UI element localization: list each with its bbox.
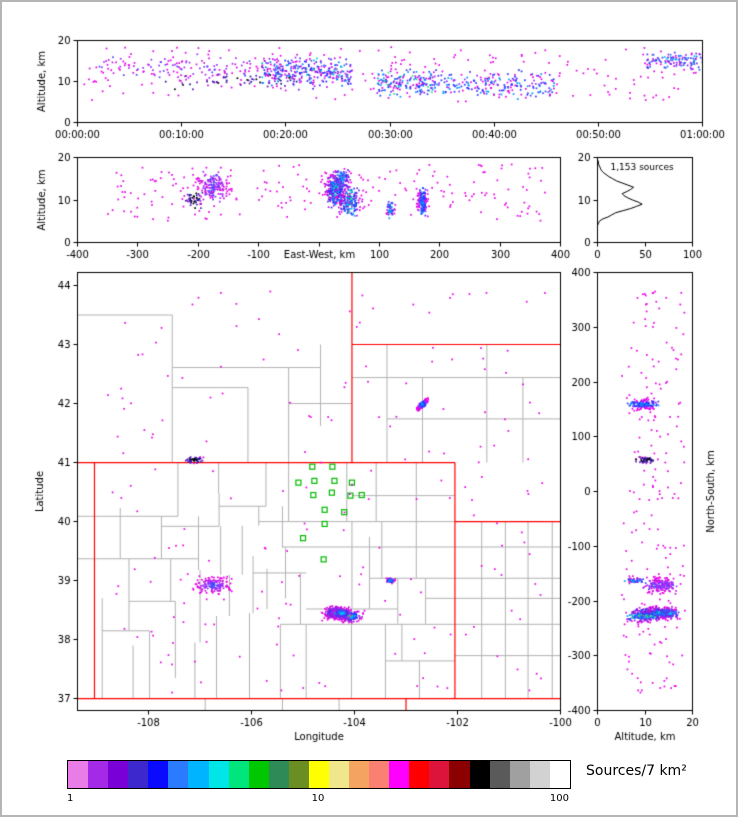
colorbar-tick-min: 1 — [67, 793, 74, 804]
colorbar-tick-max: 100 — [549, 793, 569, 804]
colorbar-swatch — [268, 761, 289, 788]
colorbar-tick-mid: 10 — [311, 793, 325, 804]
colorbar-swatch — [108, 761, 129, 788]
colorbar — [67, 760, 571, 789]
colorbar-swatch — [168, 761, 189, 788]
colorbar-swatch — [389, 761, 410, 788]
colorbar-swatch — [349, 761, 370, 788]
colorbar-swatch — [429, 761, 450, 788]
colorbar-swatch — [88, 761, 109, 788]
colorbar-swatch — [409, 761, 430, 788]
colorbar-swatch — [529, 761, 550, 788]
colorbar-swatch — [68, 761, 89, 788]
colorbar-swatch — [288, 761, 309, 788]
colorbar-swatch — [228, 761, 249, 788]
colorbar-swatch — [128, 761, 149, 788]
colorbar-title: Sources/7 km² — [586, 763, 687, 779]
colorbar-swatch — [369, 761, 390, 788]
colorbar-swatch — [489, 761, 510, 788]
colorbar-swatch — [469, 761, 490, 788]
colorbar-swatch — [449, 761, 470, 788]
colorbar-swatch — [329, 761, 350, 788]
colorbar-swatch — [208, 761, 229, 788]
colorbar-swatch — [509, 761, 530, 788]
colorbar-swatch — [549, 761, 570, 788]
colorbar-swatch — [188, 761, 209, 788]
colorbar-swatch — [148, 761, 169, 788]
colorbar-swatch — [308, 761, 330, 788]
colorbar-swatch — [248, 761, 269, 788]
